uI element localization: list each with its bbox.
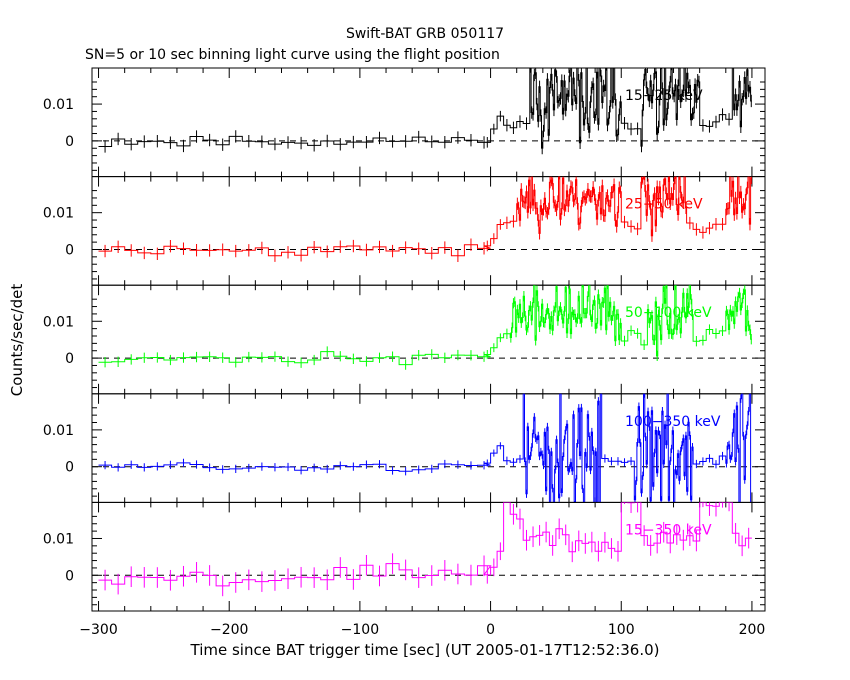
panel-frame <box>91 501 766 612</box>
panel-4: 0 0.01 100−350 keV <box>43 393 766 503</box>
series-4 <box>98 393 752 503</box>
y-tick-label: 0 <box>65 568 74 584</box>
panel-1: 0 0.01 15−25 keV <box>43 67 766 178</box>
chart-subtitle: SN=5 or 10 sec binning light curve using… <box>85 47 500 63</box>
x-tick-label: 0 <box>486 622 495 638</box>
band-label: 50−100 keV <box>625 305 712 321</box>
panel-5: 0 0.01 15−350 keV <box>43 501 766 612</box>
chart-title: Swift-BAT GRB 050117 <box>346 26 504 42</box>
series-2 <box>98 176 752 263</box>
y-tick-label: 0.01 <box>43 314 74 330</box>
y-tick-label: 0 <box>65 134 74 150</box>
y-tick-label: 0 <box>65 242 74 258</box>
y-axis-label: Counts/sec/det <box>8 284 26 397</box>
y-tick-label: 0 <box>65 351 74 367</box>
y-tick-label: 0.01 <box>43 531 74 547</box>
series-5 <box>98 502 752 597</box>
band-label: 15−25 keV <box>625 88 703 104</box>
x-axis-label: Time since BAT trigger time [sec] (UT 20… <box>190 641 660 659</box>
series-1 <box>98 68 752 155</box>
x-tick-label: −100 <box>341 622 379 638</box>
x-tick-label: 100 <box>608 622 635 638</box>
panels: 0 0.01 15−25 keV 0 0.01 25−50 keV 0 0.01 50−100 … <box>43 67 766 612</box>
x-tick-label: −200 <box>210 622 248 638</box>
y-tick-label: 0.01 <box>43 206 74 222</box>
series-step-line <box>98 68 752 149</box>
series-step-line <box>98 393 752 503</box>
x-tick-label: −300 <box>79 622 117 638</box>
series-3 <box>98 285 752 370</box>
panel-2: 0 0.01 25−50 keV <box>43 176 766 286</box>
y-tick-label: 0.01 <box>43 423 74 439</box>
y-tick-label: 0.01 <box>43 97 74 113</box>
x-axis: −300 −200 −100 0 100 200 <box>79 622 765 638</box>
panel-frame <box>91 176 766 286</box>
panel-3: 0 0.01 50−100 keV <box>43 284 766 395</box>
series-step-line <box>98 176 752 257</box>
band-label: 25−50 keV <box>625 197 703 213</box>
series-step-line <box>98 502 752 587</box>
y-tick-label: 0 <box>65 460 74 476</box>
x-tick-label: 200 <box>739 622 766 638</box>
band-label: 100−350 keV <box>625 414 721 430</box>
band-label: 15−350 keV <box>625 522 712 538</box>
